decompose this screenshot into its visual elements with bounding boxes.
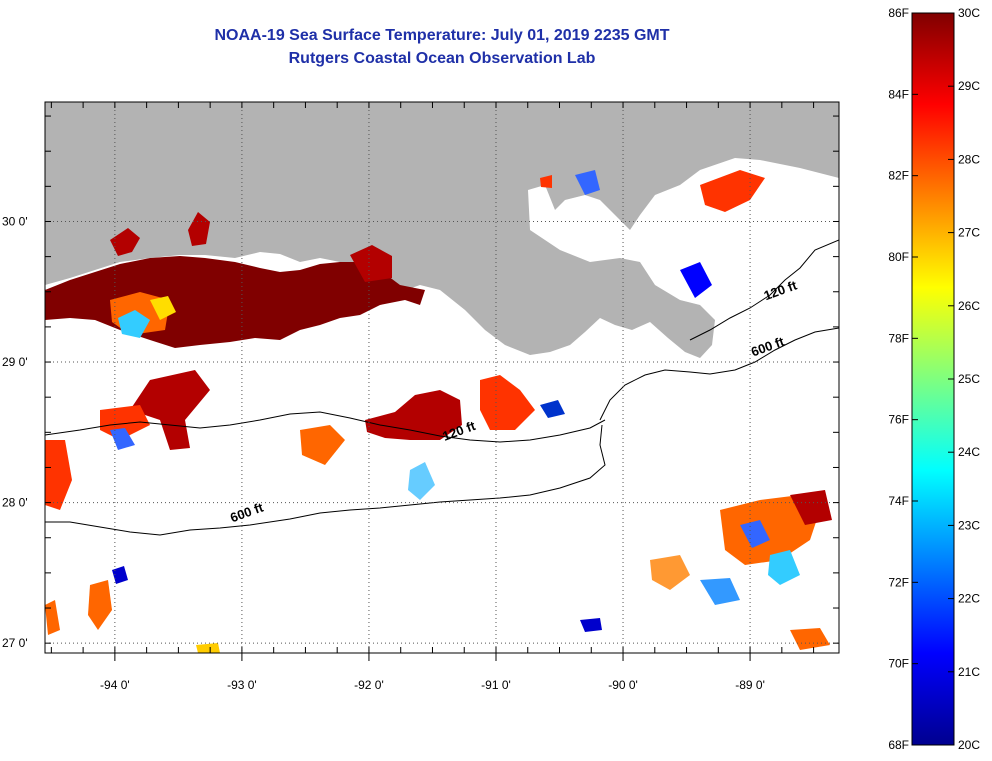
sst-patch bbox=[790, 490, 832, 525]
lat-label: 29 0' bbox=[2, 355, 28, 369]
sst-patch bbox=[700, 578, 740, 605]
colorbar-c-label: 21C bbox=[958, 665, 980, 679]
colorbar-ticks bbox=[912, 12, 954, 746]
lon-label: -90 0' bbox=[608, 678, 638, 692]
colorbar bbox=[911, 12, 955, 746]
map-title: NOAA-19 Sea Surface Temperature: July 01… bbox=[214, 27, 670, 44]
sst-patch bbox=[150, 296, 176, 320]
axis-ticks bbox=[45, 102, 839, 661]
sst-patch bbox=[650, 555, 690, 590]
contour-120ft-central bbox=[45, 411, 606, 443]
sst-patch bbox=[45, 440, 72, 510]
sst-patch bbox=[480, 375, 535, 430]
colorbar-c-label: 30C bbox=[958, 6, 980, 20]
lat-label: 30 0' bbox=[2, 214, 28, 228]
colorbar-c-label: 28C bbox=[958, 152, 980, 166]
sst-patch bbox=[130, 370, 210, 450]
colorbar-f-label: 72F bbox=[888, 575, 909, 589]
lon-label: -89 0' bbox=[735, 678, 765, 692]
colorbar-f-label: 84F bbox=[888, 87, 909, 101]
colorbar-c-labels: 30C 29C 28C 27C 26C 25C 24C 23C 22C 21C 20C bbox=[958, 6, 980, 752]
contour-120ft-east bbox=[689, 239, 839, 341]
colorbar-c-label: 24C bbox=[958, 445, 980, 459]
contour-600ft-south bbox=[45, 424, 606, 536]
colorbar-c-label: 27C bbox=[958, 226, 980, 240]
sst-patch bbox=[740, 520, 770, 548]
colorbar-f-label: 82F bbox=[888, 169, 909, 183]
sst-patch bbox=[196, 643, 220, 653]
colorbar-c-label: 23C bbox=[958, 518, 980, 532]
lat-label: 27 0' bbox=[2, 636, 28, 650]
colorbar-c-label: 26C bbox=[958, 299, 980, 313]
colorbar-f-labels: 86F 84F 82F 80F 78F 76F 74F 72F 70F 68F bbox=[888, 6, 909, 752]
lon-label: -91 0' bbox=[481, 678, 511, 692]
latitude-labels: 30 0' 29 0' 28 0' 27 0' bbox=[2, 214, 28, 650]
sst-patch bbox=[575, 170, 600, 195]
colorbar-c-label: 25C bbox=[958, 372, 980, 386]
warm-patch bbox=[188, 212, 210, 246]
warm-patch bbox=[110, 228, 140, 256]
lat-label: 28 0' bbox=[2, 496, 28, 510]
sst-patch bbox=[112, 566, 128, 584]
contour-600ft-east bbox=[599, 327, 839, 421]
colorbar-f-label: 78F bbox=[888, 331, 909, 345]
colorbar-f-label: 86F bbox=[888, 6, 909, 20]
sst-patch bbox=[45, 600, 60, 635]
sst-patch bbox=[680, 262, 712, 298]
sst-patch bbox=[110, 428, 135, 450]
colorbar-c-label: 22C bbox=[958, 592, 980, 606]
longitude-labels: -94 0' -93 0' -92 0' -91 0' -90 0' -89 0' bbox=[100, 678, 765, 692]
sst-patch bbox=[300, 425, 345, 465]
sst-patch bbox=[408, 462, 435, 500]
sst-patch bbox=[790, 628, 830, 650]
colorbar-f-label: 68F bbox=[888, 738, 909, 752]
land-mass bbox=[45, 102, 839, 358]
map-frame bbox=[44, 101, 840, 654]
sst-patch bbox=[768, 550, 800, 585]
sst-patch bbox=[580, 618, 602, 632]
sst-patch bbox=[700, 170, 765, 212]
lon-label: -92 0' bbox=[354, 678, 384, 692]
sst-patch bbox=[365, 390, 462, 440]
sst-patch bbox=[540, 400, 565, 418]
colorbar-c-label: 20C bbox=[958, 738, 980, 752]
sst-patch bbox=[720, 495, 820, 565]
sst-patch bbox=[88, 580, 112, 630]
map-subtitle: Rutgers Coastal Ocean Observation Lab bbox=[288, 50, 596, 67]
colorbar-f-label: 74F bbox=[888, 494, 909, 508]
colorbar-f-label: 76F bbox=[888, 413, 909, 427]
graticule bbox=[45, 102, 839, 653]
colorbar-c-label: 29C bbox=[958, 79, 980, 93]
lon-label: -93 0' bbox=[227, 678, 257, 692]
warm-patch bbox=[350, 245, 392, 282]
sst-patch bbox=[118, 310, 150, 338]
colorbar-f-label: 80F bbox=[888, 250, 909, 264]
colorbar-f-label: 70F bbox=[888, 657, 909, 671]
sst-patch bbox=[540, 175, 552, 188]
lon-label: -94 0' bbox=[100, 678, 130, 692]
